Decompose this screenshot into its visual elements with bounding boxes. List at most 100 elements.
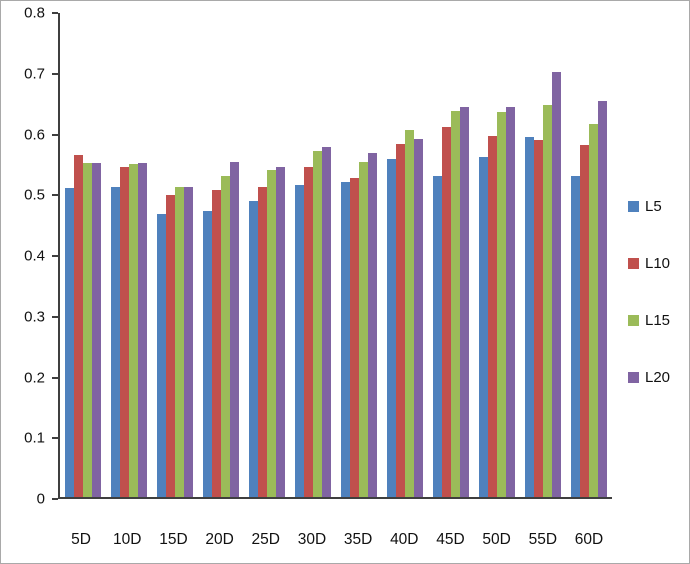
x-tick-label: 15D <box>159 531 188 548</box>
bar-L10-55D <box>534 140 543 497</box>
bar-L10-40D <box>396 144 405 497</box>
bar-L5-5D <box>65 188 74 497</box>
bar-L15-20D <box>221 176 230 497</box>
bar-L15-5D <box>83 163 92 497</box>
bar-L20-45D <box>460 106 469 497</box>
bar-L10-25D <box>258 187 267 497</box>
x-tick-label: 30D <box>297 531 327 548</box>
y-tick-label: 0.2 <box>24 369 45 386</box>
bar-L5-40D <box>387 159 396 497</box>
bar-group-5D <box>65 13 101 497</box>
bar-L10-30D <box>304 167 313 497</box>
bar-L10-10D <box>120 167 129 497</box>
bar-L5-15D <box>157 213 166 497</box>
bar-L5-30D <box>295 185 304 497</box>
legend-label: L15 <box>645 312 671 329</box>
bar-L15-10D <box>129 163 138 497</box>
bar-L20-15D <box>184 186 193 497</box>
bar-L10-45D <box>442 127 451 497</box>
bar-L15-15D <box>175 187 184 497</box>
bar-group-20D <box>203 13 239 497</box>
bar-L20-40D <box>414 138 423 497</box>
y-tick-label: 0 <box>36 490 45 508</box>
bar-group-35D <box>341 13 377 497</box>
bar-L5-50D <box>479 157 488 497</box>
y-tick-mark <box>52 315 58 318</box>
bar-L15-40D <box>405 129 414 497</box>
bar-L10-60D <box>580 144 589 497</box>
bar-group-10D <box>111 13 147 497</box>
legend-swatch-icon <box>628 201 639 212</box>
legend-swatch-icon <box>628 372 639 383</box>
x-tick-label: 60D <box>574 531 604 548</box>
bar-L20-10D <box>138 163 147 497</box>
bar-L20-55D <box>552 71 561 497</box>
y-tick-mark <box>52 255 58 257</box>
legend-item-L5: L5 <box>628 199 670 214</box>
bar-L10-15D <box>166 194 175 497</box>
x-tick-label: 35D <box>343 531 373 548</box>
bar-group-50D <box>479 13 515 497</box>
x-tick-label: 55D <box>528 531 558 548</box>
bar-L5-20D <box>203 210 212 497</box>
bar-group-40D <box>387 13 423 497</box>
y-tick-label: 0.5 <box>24 186 45 204</box>
bar-L5-60D <box>571 176 580 497</box>
legend-item-L20: L20 <box>628 370 670 385</box>
bar-L15-45D <box>451 111 460 497</box>
x-tick-label: 45D <box>436 531 465 548</box>
bar-L10-5D <box>74 155 83 497</box>
legend-label: L5 <box>645 198 662 215</box>
bar-L20-25D <box>276 166 285 497</box>
bar-group-60D <box>571 13 607 497</box>
y-tick-label: 0.6 <box>24 126 45 143</box>
y-tick-label: 0.1 <box>24 429 45 447</box>
bar-L5-45D <box>433 175 442 497</box>
bar-L10-35D <box>350 177 359 497</box>
bar-L20-20D <box>230 162 239 497</box>
legend-label: L10 <box>645 255 671 272</box>
x-tick-label: 10D <box>113 531 142 548</box>
bar-group-55D <box>525 13 561 497</box>
y-tick-mark <box>52 498 58 500</box>
bar-L15-60D <box>589 123 598 497</box>
bar-group-25D <box>249 13 285 497</box>
x-tick-label: 25D <box>251 531 280 548</box>
bar-L5-55D <box>525 137 534 497</box>
y-axis-labels: 0 0.1 0.2 0.3 0.4 0.5 0.6 0.7 0.8 <box>1 6 49 507</box>
legend-swatch-icon <box>628 258 639 269</box>
bar-L5-10D <box>111 187 120 497</box>
x-tick-label: 50D <box>482 531 511 548</box>
bar-L15-50D <box>497 111 506 497</box>
bar-L15-30D <box>313 150 322 497</box>
y-tick-mark <box>52 194 58 197</box>
legend: L5 L10 L15 L20 <box>628 199 670 385</box>
legend-item-L10: L10 <box>628 256 670 271</box>
y-tick-mark <box>52 72 58 75</box>
bar-group-30D <box>295 13 331 497</box>
bar-L5-35D <box>341 182 350 497</box>
bar-group-15D <box>157 13 193 497</box>
y-tick-label: 0.4 <box>24 247 45 265</box>
bar-L5-25D <box>249 200 258 497</box>
bar-L15-55D <box>543 104 552 497</box>
bar-L10-20D <box>212 189 221 497</box>
bar-L20-50D <box>506 106 515 497</box>
y-tick-mark <box>52 133 58 136</box>
bar-L20-5D <box>92 163 101 497</box>
y-tick-label: 0.3 <box>24 308 45 326</box>
legend-item-L15: L15 <box>628 313 670 328</box>
legend-label: L20 <box>645 369 671 386</box>
y-tick-mark <box>52 437 58 440</box>
x-tick-label: 5D <box>71 531 91 548</box>
y-tick-label: 0.8 <box>24 4 45 22</box>
bar-L20-60D <box>598 100 607 497</box>
x-axis-labels: 5D 10D 15D 20D 25D 30D 35D 40D 45D 50D 55D 60D <box>58 531 612 549</box>
bar-L10-50D <box>488 135 497 497</box>
plot-area <box>58 13 612 499</box>
bar-L20-30D <box>322 147 331 497</box>
bar-L15-25D <box>267 170 276 497</box>
y-tick-mark <box>52 376 58 379</box>
bar-group-45D <box>433 13 469 497</box>
y-tick-label: 0.7 <box>24 65 45 83</box>
